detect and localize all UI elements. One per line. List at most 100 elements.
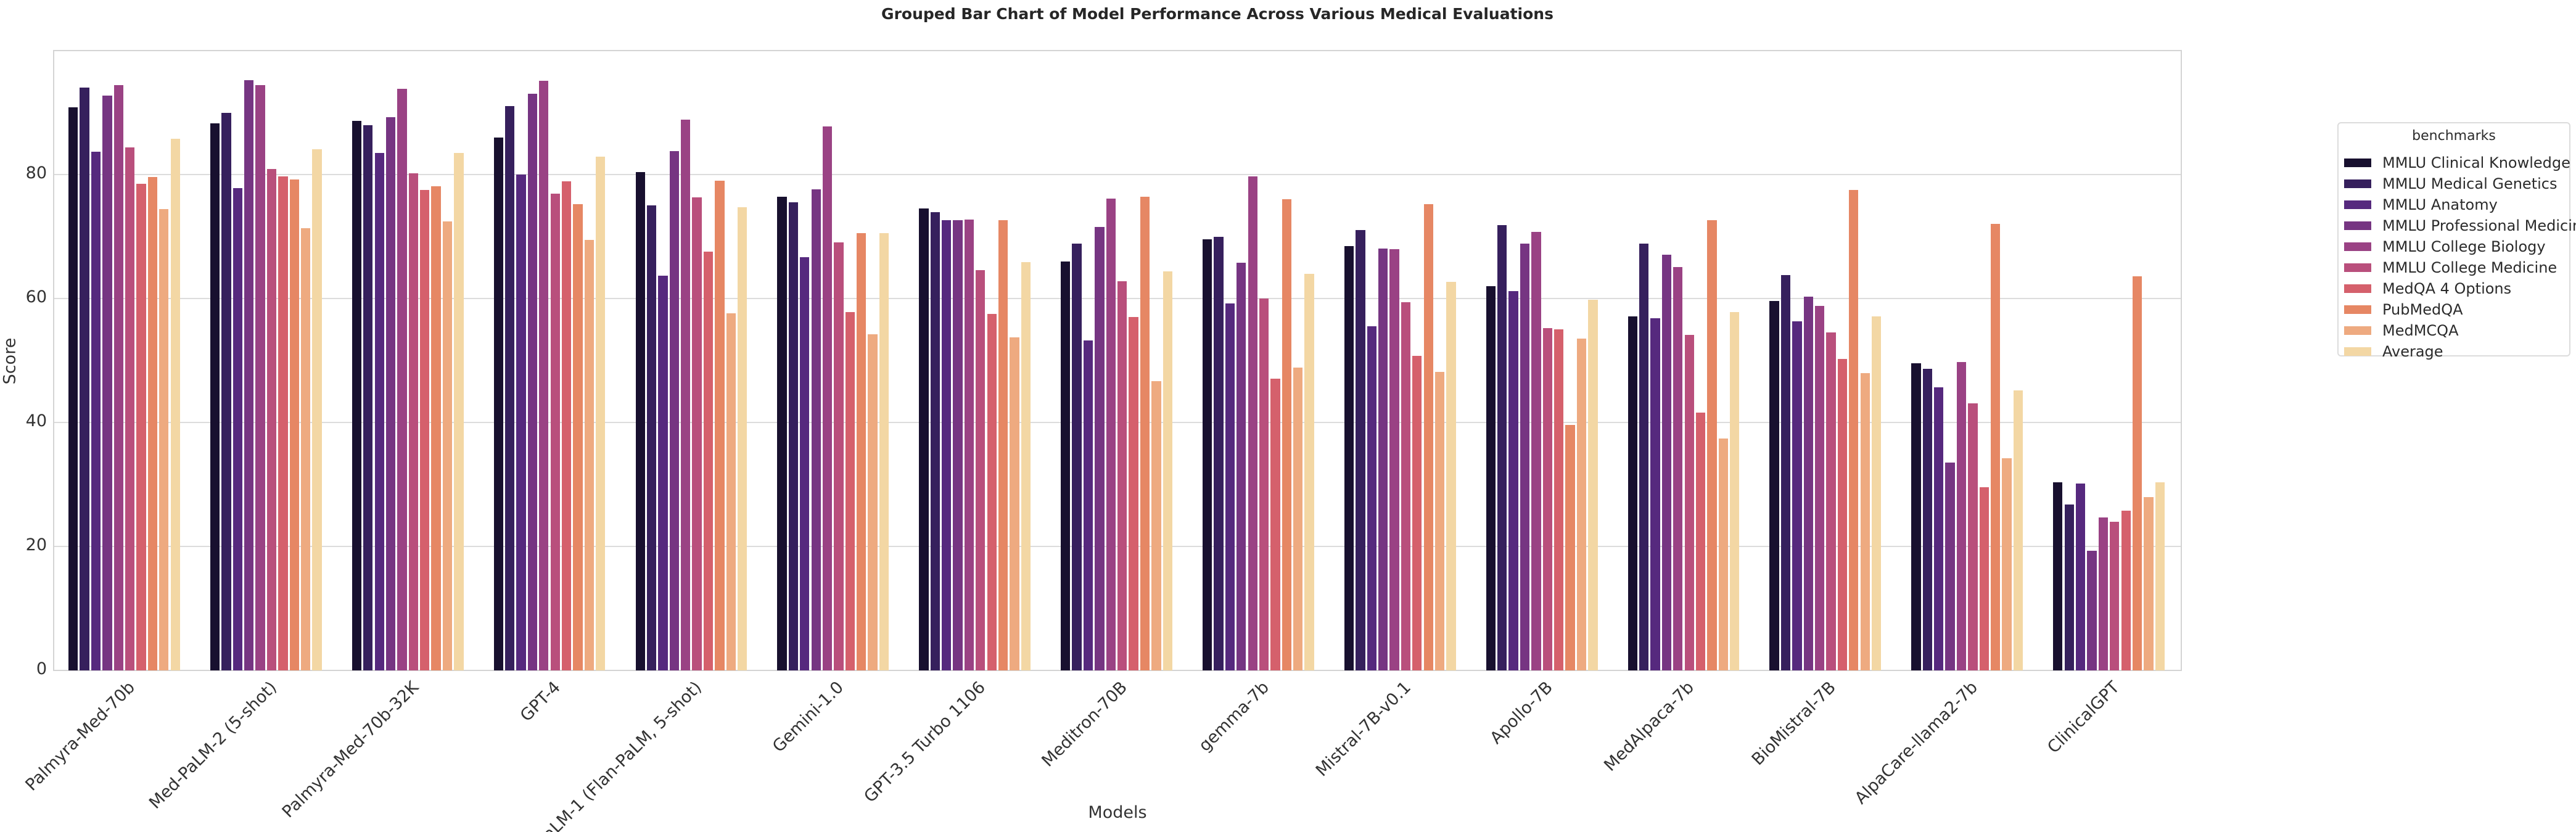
bar: [1639, 243, 1649, 670]
bar: [1356, 230, 1365, 670]
bar: [845, 312, 855, 670]
bar: [879, 233, 889, 670]
legend-label: MedMCQA: [2382, 322, 2459, 339]
bar: [255, 85, 265, 670]
bar: [1588, 300, 1598, 670]
bar: [2064, 504, 2074, 670]
legend-box: benchmarks MMLU Clinical Knowledge MMLU M…: [2337, 122, 2576, 360]
bar: [1237, 262, 1246, 670]
legend-swatch-icon: [2344, 263, 2371, 272]
legend-label: MMLU College Biology: [2382, 238, 2546, 255]
bar: [1259, 299, 1269, 670]
bar: [136, 184, 146, 670]
bar: [2013, 390, 2023, 670]
bar: [635, 172, 645, 670]
bar: [788, 202, 799, 670]
bar: [527, 94, 538, 670]
bar: [1010, 337, 1019, 670]
bar: [1367, 326, 1376, 670]
bar: [1911, 363, 1921, 670]
legend-label: MMLU College Medicine: [2382, 259, 2557, 276]
bar: [1412, 355, 1422, 670]
bar: [301, 228, 311, 670]
bar: [2132, 276, 2142, 670]
bar: [1446, 281, 1456, 670]
bar: [2098, 517, 2109, 670]
bar: [1803, 297, 1813, 670]
y-tick-label: 0: [36, 659, 47, 678]
bar: [170, 138, 180, 670]
bar: [539, 81, 549, 670]
bar: [919, 208, 929, 670]
bar: [363, 125, 373, 670]
legend-label: PubMedQA: [2382, 301, 2463, 318]
bar: [2110, 521, 2120, 670]
bar: [1214, 236, 1224, 670]
legend-swatch-icon: [2344, 347, 2371, 356]
bar: [1129, 317, 1138, 670]
legend-swatch-icon: [2344, 221, 2371, 230]
bar: [1072, 243, 1082, 670]
bar: [125, 147, 135, 670]
bar: [1695, 412, 1706, 670]
legend-title: benchmarks: [2412, 128, 2496, 144]
bar: [210, 123, 220, 670]
legend-label: Average: [2382, 343, 2443, 360]
gridline: [54, 174, 2181, 175]
bar: [352, 120, 362, 670]
bar: [596, 156, 606, 670]
bar: [1718, 439, 1728, 670]
bar: [1730, 312, 1740, 670]
legend-swatch-icon: [2344, 179, 2371, 188]
bar: [442, 221, 453, 670]
bar: [738, 207, 747, 670]
bar: [1684, 335, 1694, 670]
bar: [505, 106, 515, 670]
bar: [1627, 316, 1637, 670]
bar: [1707, 220, 1717, 670]
bar: [1344, 245, 1354, 670]
bar: [147, 177, 158, 670]
top-spine: [54, 50, 2181, 51]
bar: [800, 257, 810, 670]
bar: [1282, 199, 1291, 670]
bar: [1565, 425, 1575, 670]
y-tick-label: 20: [25, 535, 47, 554]
bar: [1151, 381, 1161, 670]
legend-swatch-icon: [2344, 326, 2371, 335]
bar: [374, 152, 384, 670]
bar: [2155, 482, 2165, 670]
bar: [454, 152, 464, 670]
bar: [550, 194, 560, 670]
legend-item: MMLU College Medicine: [2339, 257, 2569, 278]
bar: [669, 150, 679, 670]
bar: [1945, 463, 1955, 670]
bar: [1650, 318, 1660, 670]
legend-swatch-icon: [2344, 305, 2371, 314]
bar: [113, 85, 123, 670]
bar: [1021, 262, 1031, 670]
bar: [2075, 483, 2086, 670]
bar: [1497, 225, 1507, 670]
bar: [91, 151, 101, 670]
legend-item: MMLU Anatomy: [2339, 194, 2569, 215]
bar: [1520, 243, 1530, 670]
bar: [1871, 316, 1882, 670]
bar: [692, 197, 702, 670]
bar: [703, 251, 714, 670]
bar: [1162, 271, 1172, 670]
legend-label: MMLU Clinical Knowledge: [2382, 154, 2570, 171]
legend-swatch-icon: [2344, 284, 2371, 293]
bar: [1423, 204, 1433, 670]
bar: [964, 220, 974, 670]
bar: [726, 313, 736, 670]
bar: [1542, 328, 1552, 670]
bar: [777, 197, 787, 670]
bar: [408, 173, 419, 670]
bar: [584, 239, 595, 670]
legend-label: MMLU Anatomy: [2382, 196, 2498, 213]
legend-item: MedQA 4 Options: [2339, 278, 2569, 299]
bar: [1270, 378, 1280, 670]
bar: [2002, 458, 2012, 670]
